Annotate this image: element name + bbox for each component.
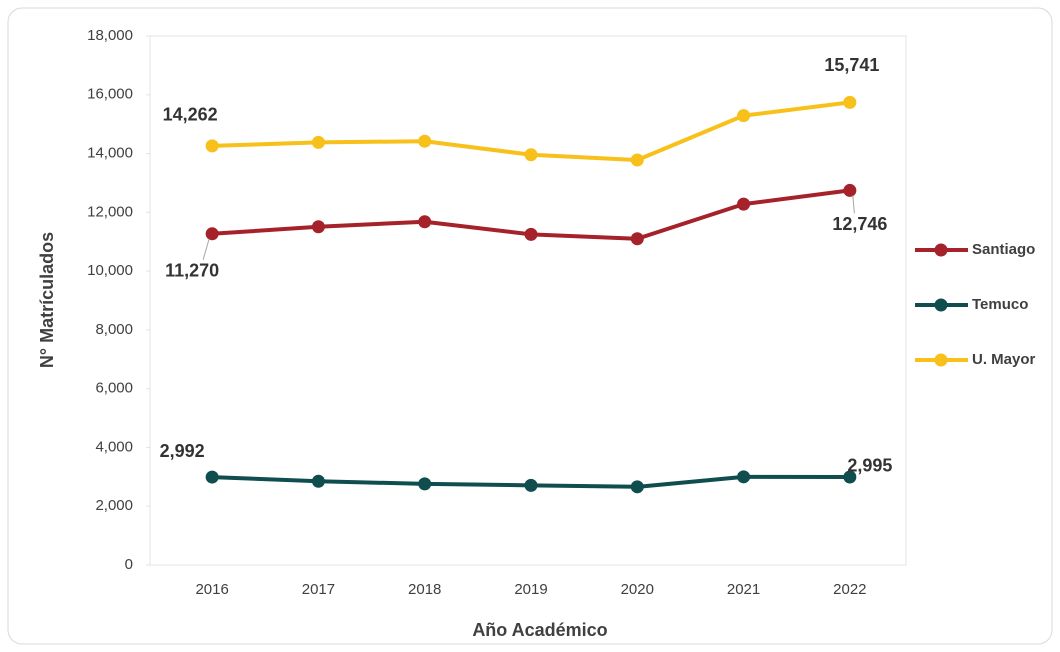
y-tick-label: 8,000 [95, 321, 133, 338]
data-point [630, 232, 644, 246]
y-tick-label: 10,000 [87, 262, 133, 279]
data-point [524, 148, 538, 162]
y-tick-label: 4,000 [95, 438, 133, 455]
data-point [418, 134, 432, 148]
y-tick-label: 12,000 [87, 203, 133, 220]
data-point [311, 474, 325, 488]
data-label: 14,262 [163, 105, 218, 125]
data-point [524, 227, 538, 241]
data-point [843, 95, 857, 109]
data-label: 11,270 [165, 261, 219, 281]
data-point [418, 215, 432, 229]
y-tick-label: 18,000 [87, 27, 133, 44]
data-point [205, 470, 219, 484]
data-label: 12,746 [832, 214, 887, 234]
data-point [205, 139, 219, 153]
x-tick-label: 2018 [408, 581, 441, 598]
x-tick-label: 2022 [833, 581, 866, 598]
y-tick-label: 2,000 [95, 497, 133, 514]
data-label: 15,741 [824, 55, 879, 75]
legend-marker [934, 298, 948, 312]
legend-label: Santiago [972, 241, 1035, 258]
data-point [843, 470, 857, 484]
data-point [205, 227, 219, 241]
legend-marker [934, 243, 948, 257]
legend-label: Temuco [972, 296, 1028, 313]
data-point [524, 478, 538, 492]
data-point [311, 135, 325, 149]
x-tick-label: 2021 [727, 581, 760, 598]
y-tick-label: 14,000 [87, 145, 133, 162]
data-point [737, 197, 751, 211]
data-point [630, 153, 644, 167]
x-tick-label: 2016 [195, 581, 228, 598]
y-tick-label: 0 [125, 556, 133, 573]
x-axis-title: Año Académico [472, 620, 607, 640]
data-point [843, 183, 857, 197]
data-point [737, 109, 751, 123]
data-point [418, 477, 432, 491]
data-label: 2,995 [847, 456, 892, 476]
leader-line [852, 195, 855, 214]
x-tick-label: 2017 [302, 581, 335, 598]
legend-label: U. Mayor [972, 351, 1036, 368]
legend-marker [934, 353, 948, 367]
x-tick-label: 2019 [514, 581, 547, 598]
y-tick-label: 16,000 [87, 86, 133, 103]
y-tick-label: 6,000 [95, 380, 133, 397]
chart-frame [7, 7, 1053, 645]
data-point [737, 470, 751, 484]
x-tick-label: 2020 [621, 581, 654, 598]
y-axis-title: N° Matrículados [37, 232, 57, 368]
leader-line [202, 238, 210, 260]
data-point [630, 480, 644, 494]
data-point [311, 220, 325, 234]
data-label: 2,992 [160, 441, 205, 461]
plot-area [149, 35, 907, 566]
